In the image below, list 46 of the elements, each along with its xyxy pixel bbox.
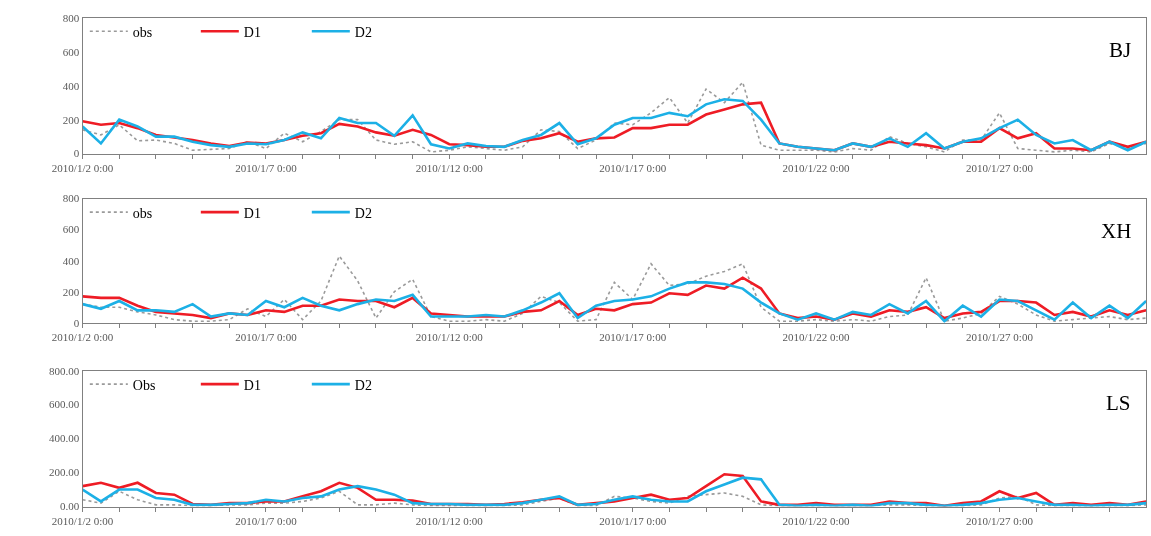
y-tick-label: 400.00 bbox=[49, 432, 80, 445]
text: BJ bbox=[1109, 38, 1132, 62]
x-tick-label: 2010/1/17 0:00 bbox=[599, 514, 667, 527]
legend-label: obs bbox=[132, 24, 153, 40]
y-tick-label: 400 bbox=[62, 79, 80, 92]
legend-label: Obs bbox=[132, 377, 156, 393]
legend-label: D1 bbox=[243, 377, 261, 393]
y-tick-label: 200 bbox=[62, 285, 80, 298]
x-tick-label: 2010/1/7 0:00 bbox=[235, 330, 298, 343]
y-tick-label: 800 bbox=[62, 11, 80, 24]
legend-label: D1 bbox=[243, 205, 261, 221]
x-tick-label: 2010/1/12 0:00 bbox=[415, 514, 484, 527]
x-tick-label: 2010/1/2 0:00 bbox=[51, 161, 114, 174]
text: XH bbox=[1101, 219, 1132, 243]
legend-label: D1 bbox=[243, 24, 261, 40]
y-tick-label: 0.00 bbox=[60, 500, 80, 513]
y-tick-label: 600 bbox=[62, 45, 80, 58]
y-tick-label: 600 bbox=[62, 223, 80, 236]
line-series bbox=[82, 81, 1147, 153]
x-tick-label: 2010/1/17 0:00 bbox=[599, 161, 667, 174]
y-tick-label: 800 bbox=[62, 192, 80, 205]
y-tick-label: 0 bbox=[73, 316, 80, 329]
legend-label: D2 bbox=[354, 205, 372, 221]
y-tick-label: 0 bbox=[73, 147, 80, 160]
x-tick-label: 2010/1/2 0:00 bbox=[51, 514, 114, 527]
x-tick-label: 2010/1/22 0:00 bbox=[782, 514, 851, 527]
x-tick-label: 2010/1/2 0:00 bbox=[51, 330, 114, 343]
y-tick-label: 200.00 bbox=[49, 466, 80, 479]
y-tick-label: 400 bbox=[62, 254, 80, 267]
y-tick-label: 600.00 bbox=[49, 398, 80, 411]
x-tick-label: 2010/1/12 0:00 bbox=[415, 161, 484, 174]
x-tick-label: 2010/1/17 0:00 bbox=[599, 330, 667, 343]
legend-label: D2 bbox=[354, 24, 372, 40]
x-tick-label: 2010/1/22 0:00 bbox=[782, 330, 851, 343]
x-tick-label: 2010/1/27 0:00 bbox=[965, 330, 1034, 343]
x-tick-label: 2010/1/7 0:00 bbox=[235, 514, 298, 527]
x-tick-label: 2010/1/22 0:00 bbox=[782, 161, 851, 174]
x-tick-label: 2010/1/7 0:00 bbox=[235, 161, 298, 174]
x-tick-label: 2010/1/27 0:00 bbox=[965, 161, 1034, 174]
text: LS bbox=[1106, 391, 1131, 415]
y-tick-label: 200 bbox=[62, 113, 80, 126]
legend-label: obs bbox=[132, 205, 153, 221]
x-tick-label: 2010/1/12 0:00 bbox=[415, 330, 484, 343]
y-tick-label: 800.00 bbox=[49, 364, 80, 377]
legend-label: D2 bbox=[354, 377, 372, 393]
x-tick-label: 2010/1/27 0:00 bbox=[965, 514, 1034, 527]
